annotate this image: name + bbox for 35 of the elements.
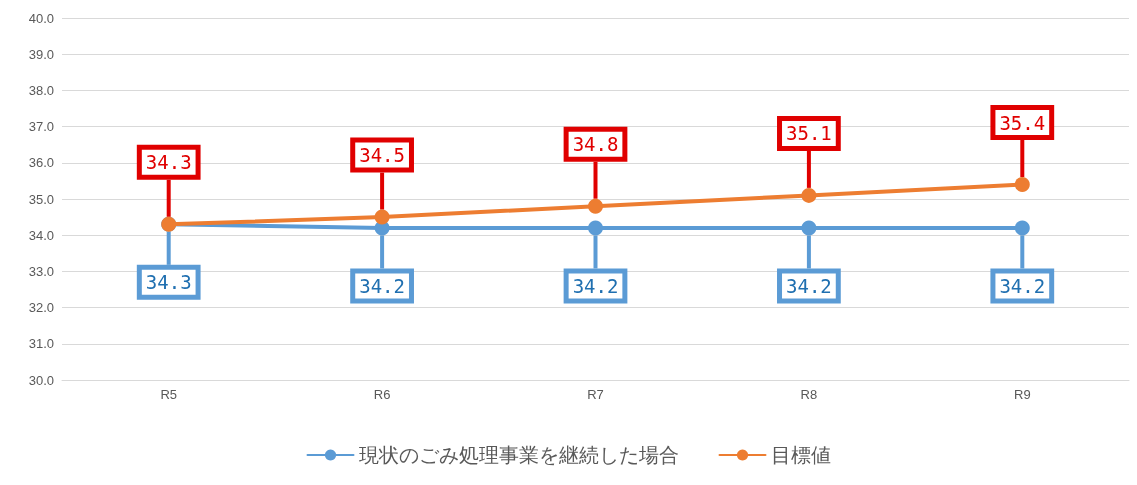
point xyxy=(1014,220,1030,236)
x-tick-label: R7 xyxy=(587,387,604,402)
y-tick-label: 33.0 xyxy=(28,263,54,279)
y-tick-label: 36.0 xyxy=(28,155,54,171)
data-label: 34.2 xyxy=(572,274,619,297)
x-tick-label: R6 xyxy=(373,387,391,402)
y-tick-label: 39.0 xyxy=(28,46,54,62)
data-label: 34.3 xyxy=(145,151,192,174)
data-label: 34.2 xyxy=(999,274,1046,297)
legend-label: 目標値 xyxy=(770,443,831,467)
point xyxy=(588,220,603,236)
data-label: 34.2 xyxy=(359,274,405,297)
legend-label: 現状のごみ処理事業を継続した場合 xyxy=(358,443,679,467)
y-tick-label: 37.0 xyxy=(28,119,54,135)
point xyxy=(374,209,390,225)
y-tick-label: 40.0 xyxy=(28,10,54,26)
point xyxy=(588,198,603,214)
x-tick-label: R9 xyxy=(1013,387,1031,402)
data-label: 34.3 xyxy=(145,271,192,294)
y-tick-label: 32.0 xyxy=(28,300,54,316)
point xyxy=(801,187,817,203)
y-tick-label: 38.0 xyxy=(28,82,54,98)
y-tick-label: 31.0 xyxy=(28,336,54,352)
data-label: 34.5 xyxy=(359,144,405,167)
data-label: 35.4 xyxy=(999,111,1046,134)
y-tick-label: 35.0 xyxy=(28,191,54,207)
data-label: 34.2 xyxy=(786,274,832,297)
point xyxy=(801,220,817,236)
data-label: 35.1 xyxy=(786,122,832,145)
data-label: 34.8 xyxy=(572,133,619,156)
point xyxy=(1014,177,1030,193)
y-tick-label: 34.0 xyxy=(28,227,54,243)
y-tick-label: 30.0 xyxy=(28,372,54,388)
x-tick-label: R5 xyxy=(160,387,178,402)
x-tick-label: R8 xyxy=(800,387,818,402)
